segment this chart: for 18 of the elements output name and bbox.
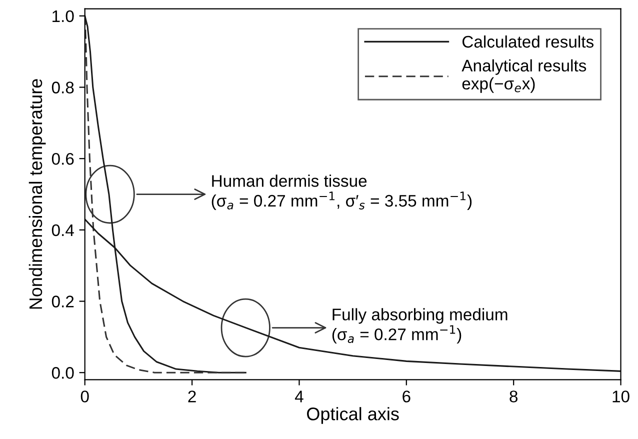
- y-tick-label: 0.2: [52, 296, 74, 308]
- annotation: Fully absorbing medium (σ$_{a}$ = 0.27 mm$^{−1}$): [332, 308, 508, 344]
- y-tick-label: 1.0: [52, 10, 74, 22]
- x-tick-label: 4: [294, 390, 304, 402]
- x-tick-label: 8: [510, 390, 518, 402]
- x-tick-label: 2: [188, 390, 196, 402]
- x-tick-label: 10: [612, 390, 630, 402]
- x-axis-title: Optical axis: [307, 407, 399, 424]
- text: Calculated results: [462, 35, 594, 48]
- x-tick-label: 0: [80, 390, 89, 402]
- y-tick-label: 0.6: [52, 152, 74, 165]
- y-axis-title: Nondimensional temperature: [28, 79, 46, 309]
- text: Analytical results exp(−σ$_{e}$x): [462, 59, 586, 93]
- y-tick-label: 0.8: [52, 82, 74, 94]
- x-tick-label: 6: [402, 390, 410, 402]
- y-tick-label: 0.0: [52, 367, 74, 379]
- text: Human dermis tissue (σ$_{a}$ = 0.27 mm$^{−1}$, σ′$_{s}$ = 3.55 mm$^{−1}$): [212, 174, 472, 210]
- y-tick-label: 0.4: [52, 224, 74, 236]
